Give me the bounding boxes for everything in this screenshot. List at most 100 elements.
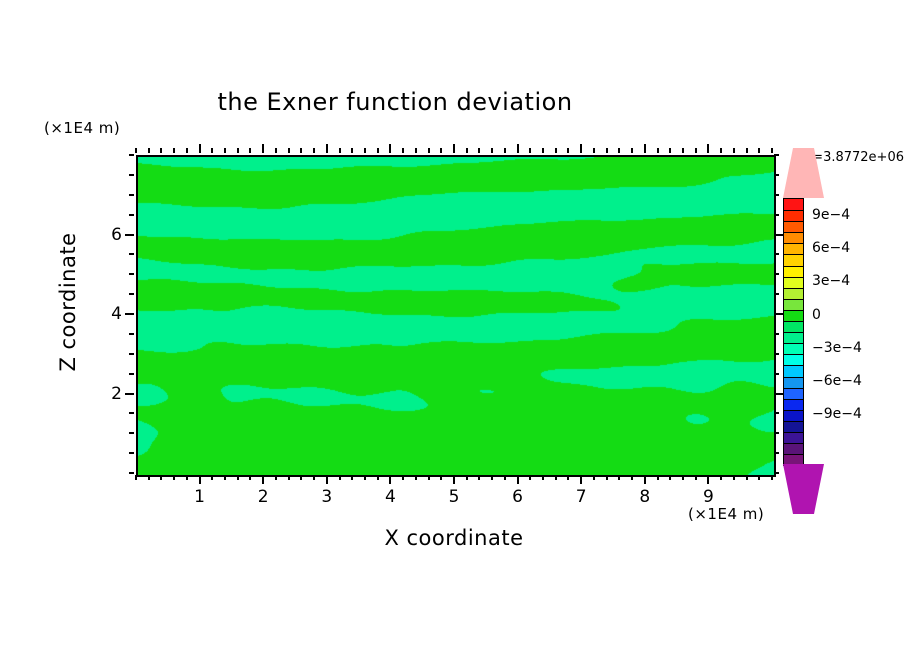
x-tick-minor — [542, 148, 545, 153]
x-tick-minor — [274, 475, 277, 480]
colorbar-band — [783, 431, 804, 444]
x-tick-minor — [465, 148, 468, 153]
colorbar-band — [783, 287, 804, 299]
colorbar-tick-label: 9e−4 — [812, 206, 851, 223]
x-tick-major — [516, 475, 519, 484]
x-tick-minor — [720, 475, 723, 480]
x-tick-minor — [160, 148, 163, 153]
x-tick-minor — [631, 475, 634, 480]
x-tick-minor — [211, 148, 214, 153]
x-tick-minor — [592, 148, 595, 153]
x-tick-minor — [529, 148, 532, 153]
x-tick-minor — [503, 148, 506, 153]
x-tick-minor — [185, 475, 188, 480]
y-tick-minor — [774, 472, 779, 474]
x-tick-minor — [147, 475, 150, 480]
x-tick-minor — [363, 475, 366, 480]
x-tick-minor — [503, 475, 506, 480]
x-tick-minor — [669, 148, 672, 153]
colorbar-cap-bottom — [783, 464, 824, 515]
y-tick-minor — [129, 193, 134, 196]
colorbar-band — [783, 199, 804, 211]
x-tick-minor — [287, 148, 290, 153]
colorbar-band — [783, 309, 804, 322]
x-tick-minor — [656, 475, 659, 480]
colorbar-band — [783, 232, 804, 244]
x-tick-minor — [300, 475, 303, 480]
y-tick-label: 2 — [111, 383, 122, 404]
x-tick-minor — [669, 475, 672, 480]
x-tick-major — [198, 475, 201, 484]
y-tick-minor — [129, 432, 134, 435]
x-tick-major — [453, 475, 455, 484]
x-tick-minor — [313, 475, 316, 480]
x-tick-minor — [211, 475, 214, 480]
colorbar-band — [783, 243, 804, 255]
x-tick-minor — [491, 475, 494, 480]
y-tick-minor — [774, 432, 779, 435]
colorbar-band — [783, 265, 804, 277]
y-tick-minor — [774, 332, 779, 335]
colorbar-band — [783, 398, 804, 410]
x-tick-minor — [491, 148, 494, 153]
y-tick-major — [774, 392, 783, 395]
x-tick-minor — [554, 475, 557, 480]
x-tick-major — [389, 144, 392, 153]
x-tick-minor — [376, 148, 379, 153]
y-tick-minor — [774, 452, 779, 455]
colorbar-tick-label: −3e−4 — [812, 339, 862, 356]
x-tick-minor — [274, 148, 277, 153]
x-tick-major — [643, 144, 646, 153]
y-tick-minor — [774, 193, 779, 196]
colorbar-tick-label: −6e−4 — [812, 373, 862, 390]
x-tick-minor — [160, 475, 163, 480]
colorbar-band — [783, 443, 804, 455]
y-tick-minor — [129, 154, 134, 156]
y-tick-minor — [774, 293, 779, 296]
y-tick-major — [125, 392, 134, 395]
x-tick-minor — [681, 148, 684, 153]
x-tick-minor — [745, 475, 748, 480]
colorbar-band — [783, 376, 804, 388]
x-tick-minor — [300, 148, 303, 153]
colorbar-band — [783, 343, 804, 355]
x-tick-minor — [478, 475, 481, 480]
x-tick-minor — [656, 148, 659, 153]
y-tick-minor — [129, 293, 134, 296]
x-axis-units-label: (×1E4 m) — [688, 505, 765, 523]
x-tick-minor — [185, 148, 188, 153]
colorbar-band — [783, 210, 804, 222]
x-tick-minor — [605, 148, 608, 153]
x-tick-minor — [771, 475, 773, 480]
y-tick-minor — [774, 253, 779, 256]
colorbar-tick-label: −9e−4 — [812, 406, 862, 423]
x-tick-minor — [224, 475, 227, 480]
x-tick-minor — [554, 148, 557, 153]
x-tick-minor — [376, 475, 379, 480]
x-tick-minor — [605, 475, 608, 480]
x-tick-minor — [440, 475, 443, 480]
y-axis-title: Z coordinate — [56, 232, 80, 372]
x-tick-major — [707, 475, 710, 484]
x-tick-minor — [402, 148, 405, 153]
colorbar-band — [783, 332, 804, 344]
x-tick-minor — [414, 148, 417, 153]
x-tick-major — [580, 475, 583, 484]
y-tick-minor — [129, 173, 134, 176]
x-tick-label: 1 — [194, 487, 206, 507]
x-tick-major — [643, 475, 646, 484]
colorbar-tick-label: 0 — [812, 306, 821, 323]
x-tick-minor — [236, 148, 239, 153]
colorbar-tick-label: 3e−4 — [812, 273, 851, 290]
y-tick-minor — [129, 273, 134, 276]
x-tick-minor — [135, 475, 137, 480]
y-tick-minor — [129, 332, 134, 335]
y-tick-minor — [129, 412, 134, 415]
x-tick-major — [453, 144, 455, 153]
colorbar-tick-label: 6e−4 — [812, 239, 851, 256]
colorbar-band — [783, 409, 804, 421]
x-tick-major — [262, 144, 265, 153]
x-tick-label: 6 — [512, 487, 524, 507]
x-tick-minor — [363, 148, 366, 153]
x-tick-minor — [402, 475, 405, 480]
